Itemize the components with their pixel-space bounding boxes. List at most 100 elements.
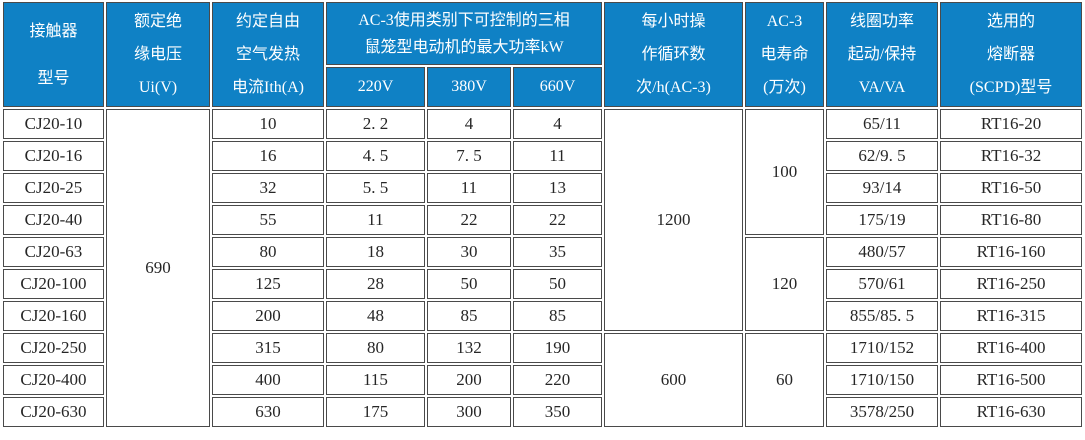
cell-kw-220v: 28 (325, 269, 425, 299)
table-row: CJ20-630 630 175 300 350 3578/250 RT16-630 (2, 397, 1083, 427)
header-kw-220v: 220V (325, 67, 425, 107)
table-header: 接触器 型号 额定绝 缘电压 Ui(V) 约定自由 空气发热 电流Ith(A) … (2, 2, 1083, 107)
table-row: CJ20-16 16 4. 5 7. 5 11 62/9. 5 RT16-32 (2, 141, 1083, 171)
cell-kw-220v: 18 (325, 237, 425, 267)
header-electrical-life: AC-3 电寿命 (万次) (745, 2, 825, 107)
cell-kw-380v: 50 (426, 269, 511, 299)
cell-kw-220v: 5. 5 (325, 173, 425, 203)
header-model-line1: 接触器 (29, 22, 78, 40)
cell-kw-220v: 11 (325, 205, 425, 235)
cell-electrical-life: 60 (745, 333, 825, 427)
cell-kw-220v: 48 (325, 301, 425, 331)
cell-kw-380v: 30 (426, 237, 511, 267)
header-rated-voltage: 额定绝 缘电压 Ui(V) (105, 2, 210, 107)
header-operating-cycles: 每小时操 作循环数 次/h(AC-3) (604, 2, 744, 107)
header-kw-660v: 660V (512, 67, 603, 107)
table-row: CJ20-160 200 48 85 85 855/85. 5 RT16-315 (2, 301, 1083, 331)
table-row: CJ20-400 400 115 200 220 1710/150 RT16-500 (2, 365, 1083, 395)
cell-coil-power: 1710/152 (826, 333, 939, 363)
cell-model: CJ20-16 (2, 141, 104, 171)
cell-fuse-model: RT16-500 (940, 365, 1083, 395)
cell-kw-380v: 7. 5 (426, 141, 511, 171)
cell-operating-cycles: 600 (604, 333, 744, 427)
cell-kw-660v: 350 (512, 397, 603, 427)
cell-fuse-model: RT16-32 (940, 141, 1083, 171)
cell-kw-380v: 200 (426, 365, 511, 395)
cell-thermal-current: 10 (211, 109, 324, 139)
cell-kw-660v: 35 (512, 237, 603, 267)
cell-fuse-model: RT16-20 (940, 109, 1083, 139)
header-model: 接触器 型号 (2, 2, 104, 107)
cell-model: CJ20-63 (2, 237, 104, 267)
cell-kw-660v: 220 (512, 365, 603, 395)
cell-electrical-life: 120 (745, 237, 825, 331)
header-row-1: 接触器 型号 额定绝 缘电压 Ui(V) 约定自由 空气发热 电流Ith(A) … (2, 2, 1083, 107)
cell-kw-660v: 13 (512, 173, 603, 203)
cell-kw-380v: 11 (426, 173, 511, 203)
cell-model: CJ20-100 (2, 269, 104, 299)
cell-model: CJ20-630 (2, 397, 104, 427)
cell-model: CJ20-250 (2, 333, 104, 363)
cell-kw-380v: 132 (426, 333, 511, 363)
cell-thermal-current: 400 (211, 365, 324, 395)
cell-operating-cycles: 1200 (604, 109, 744, 331)
cell-kw-660v: 22 (512, 205, 603, 235)
cell-kw-220v: 80 (325, 333, 425, 363)
contactor-spec-table: 接触器 型号 额定绝 缘电压 Ui(V) 约定自由 空气发热 电流Ith(A) … (0, 0, 1085, 429)
cell-thermal-current: 55 (211, 205, 324, 235)
cell-model: CJ20-400 (2, 365, 104, 395)
cell-kw-660v: 190 (512, 333, 603, 363)
cell-model: CJ20-10 (2, 109, 104, 139)
cell-coil-power: 1710/150 (826, 365, 939, 395)
cell-kw-220v: 2. 2 (325, 109, 425, 139)
table-row: CJ20-25 32 5. 5 11 13 93/14 RT16-50 (2, 173, 1083, 203)
cell-kw-380v: 300 (426, 397, 511, 427)
cell-coil-power: 93/14 (826, 173, 939, 203)
table-row: CJ20-250 315 80 132 190 600 60 1710/152 RT16-400 (2, 333, 1083, 427)
cell-kw-380v: 22 (426, 205, 511, 235)
header-kw-group: AC-3使用类别下可控制的三相 鼠笼型电动机的最大功率kW (325, 2, 603, 65)
header-model-line2: 型号 (37, 69, 70, 87)
cell-kw-220v: 175 (325, 397, 425, 427)
cell-thermal-current: 200 (211, 301, 324, 331)
header-kw-380v: 380V (426, 67, 511, 107)
cell-thermal-current: 630 (211, 397, 324, 427)
table-row: CJ20-63 80 18 30 35 120 480/57 RT16-160 (2, 237, 1083, 331)
cell-kw-220v: 4. 5 (325, 141, 425, 171)
cell-fuse-model: RT16-630 (940, 397, 1083, 427)
cell-kw-380v: 85 (426, 301, 511, 331)
cell-coil-power: 855/85. 5 (826, 301, 939, 331)
cell-model: CJ20-25 (2, 173, 104, 203)
cell-thermal-current: 125 (211, 269, 324, 299)
table-body: CJ20-10 690 10 2. 2 4 4 1200 100 65/11 RT16-20 CJ2… (2, 109, 1083, 427)
cell-fuse-model: RT16-80 (940, 205, 1083, 235)
cell-coil-power: 480/57 (826, 237, 939, 267)
cell-fuse-model: RT16-160 (940, 237, 1083, 267)
cell-thermal-current: 16 (211, 141, 324, 171)
cell-model: CJ20-160 (2, 301, 104, 331)
cell-fuse-model: RT16-400 (940, 333, 1083, 363)
cell-coil-power: 175/19 (826, 205, 939, 235)
cell-coil-power: 62/9. 5 (826, 141, 939, 171)
cell-kw-220v: 115 (325, 365, 425, 395)
table-row: CJ20-40 55 11 22 22 175/19 RT16-80 (2, 205, 1083, 235)
cell-thermal-current: 80 (211, 237, 324, 267)
cell-thermal-current: 32 (211, 173, 324, 203)
table-row: CJ20-100 125 28 50 50 570/61 RT16-250 (2, 269, 1083, 299)
table-row: CJ20-10 690 10 2. 2 4 4 1200 100 65/11 RT16-20 (2, 109, 1083, 427)
cell-coil-power: 570/61 (826, 269, 939, 299)
cell-fuse-model: RT16-315 (940, 301, 1083, 331)
cell-model: CJ20-40 (2, 205, 104, 235)
cell-kw-660v: 11 (512, 141, 603, 171)
cell-fuse-model: RT16-50 (940, 173, 1083, 203)
cell-kw-660v: 4 (512, 109, 603, 139)
cell-kw-660v: 50 (512, 269, 603, 299)
cell-rated-voltage: 690 (105, 109, 210, 427)
cell-electrical-life: 100 (745, 109, 825, 235)
cell-fuse-model: RT16-250 (940, 269, 1083, 299)
header-row-2: 220V 380V 660V (3, 67, 1082, 107)
cell-kw-380v: 4 (426, 109, 511, 139)
cell-kw-660v: 85 (512, 301, 603, 331)
cell-thermal-current: 315 (211, 333, 324, 363)
cell-coil-power: 3578/250 (826, 397, 939, 427)
